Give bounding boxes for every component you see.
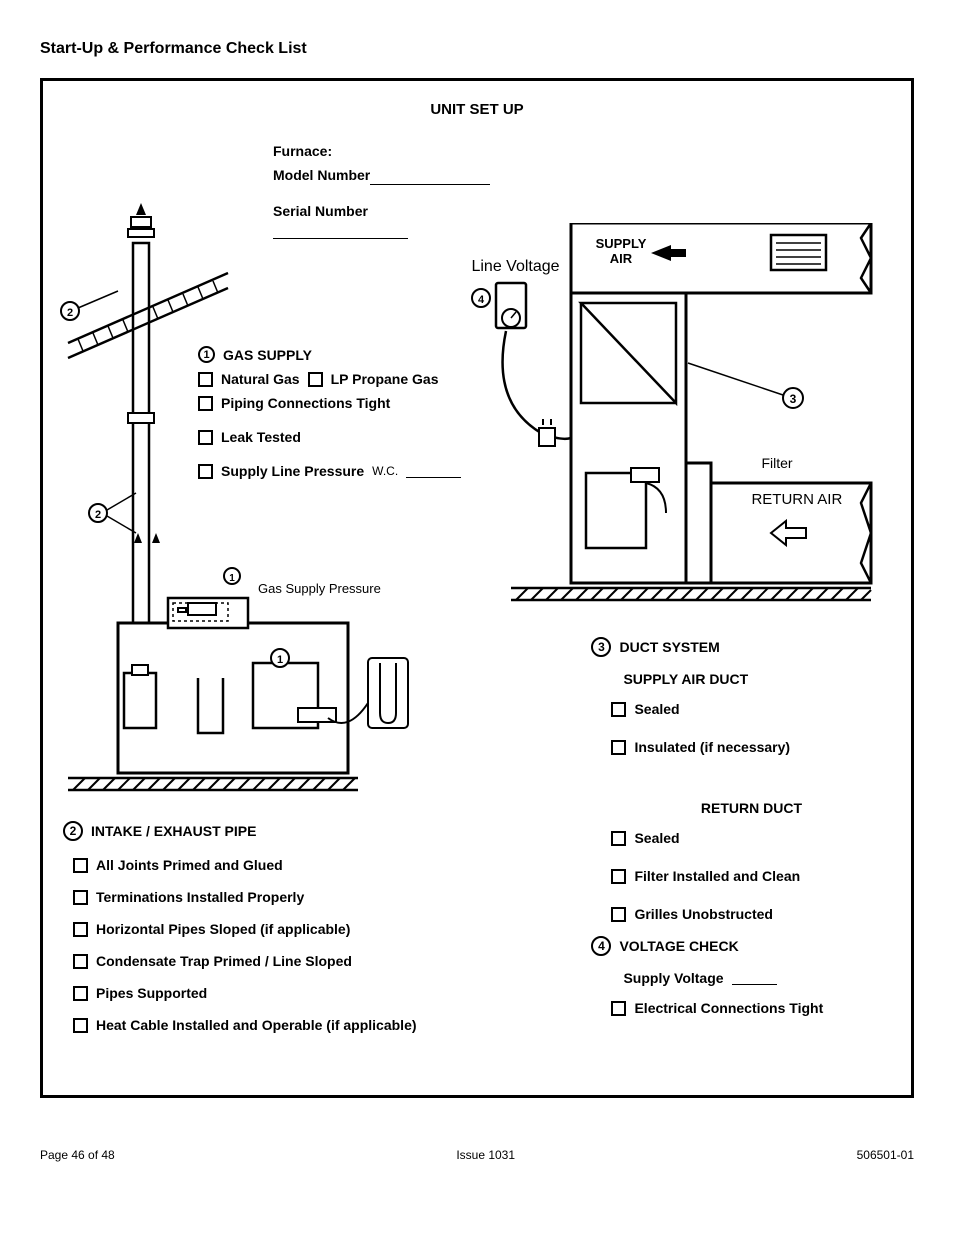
right-column: Line Voltage SUPPLY AIR <box>501 143 891 245</box>
leak-checkbox[interactable] <box>198 430 213 445</box>
supp-label: Pipes Supported <box>96 985 207 1001</box>
model-number-field[interactable] <box>370 171 490 185</box>
section2-title: INTAKE / EXHAUST PIPE <box>91 823 256 839</box>
footer-right: 506501-01 <box>857 1148 914 1162</box>
elec-label: Electrical Connections Tight <box>634 1000 823 1016</box>
horiz-label: Horizontal Pipes Sloped (if applicable) <box>96 921 350 937</box>
supply-duct-label: SUPPLY AIR DUCT <box>623 671 911 687</box>
return-sealed-checkbox[interactable] <box>611 831 626 846</box>
duct-diagram: SUPPLY AIR <box>471 223 901 643</box>
cond-checkbox[interactable] <box>73 954 88 969</box>
return-filter-label: Filter Installed and Clean <box>634 868 800 884</box>
left-column: Furnace: Model Number Serial Number <box>63 143 491 245</box>
supply-sealed-label: Sealed <box>634 701 679 717</box>
piping-checkbox[interactable] <box>198 396 213 411</box>
svg-text:3: 3 <box>790 392 797 406</box>
supply-voltage-field[interactable] <box>732 971 777 985</box>
svg-text:2: 2 <box>95 509 101 521</box>
elec-checkbox[interactable] <box>611 1001 626 1016</box>
horiz-checkbox[interactable] <box>73 922 88 937</box>
footer-left: Page 46 of 48 <box>40 1148 115 1162</box>
lpgas-checkbox[interactable] <box>308 372 323 387</box>
section1-title: GAS SUPPLY <box>223 347 312 363</box>
natgas-checkbox[interactable] <box>198 372 213 387</box>
cond-label: Condensate Trap Primed / Line Sloped <box>96 953 352 969</box>
supp-checkbox[interactable] <box>73 986 88 1001</box>
page-footer: Page 46 of 48 Issue 1031 506501-01 <box>40 1148 914 1162</box>
supply-pressure-checkbox[interactable] <box>198 464 213 479</box>
section4-num: 4 <box>591 936 611 956</box>
joints-label: All Joints Primed and Glued <box>96 857 283 873</box>
svg-text:AIR: AIR <box>610 251 633 266</box>
supply-pressure-field[interactable] <box>406 464 461 478</box>
section4-title: VOLTAGE CHECK <box>619 938 738 954</box>
svg-text:1: 1 <box>229 573 235 584</box>
section3-num: 3 <box>591 637 611 657</box>
section1-num: 1 <box>198 346 215 363</box>
heat-checkbox[interactable] <box>73 1018 88 1033</box>
supply-sealed-checkbox[interactable] <box>611 702 626 717</box>
svg-text:1: 1 <box>277 654 283 666</box>
natgas-label: Natural Gas <box>221 371 300 387</box>
leak-label: Leak Tested <box>221 429 301 445</box>
term-label: Terminations Installed Properly <box>96 889 304 905</box>
return-air-text: RETURN AIR <box>751 491 842 508</box>
page-title: Start-Up & Performance Check List <box>40 40 914 58</box>
piping-label: Piping Connections Tight <box>221 395 390 411</box>
filter-text: Filter <box>761 455 792 471</box>
furnace-diagram: 2 2 1 <box>58 203 458 853</box>
return-duct-label: RETURN DUCT <box>591 800 911 816</box>
supply-insul-checkbox[interactable] <box>611 740 626 755</box>
return-sealed-label: Sealed <box>634 830 679 846</box>
svg-text:2: 2 <box>67 307 73 319</box>
svg-text:SUPPLY: SUPPLY <box>596 236 647 251</box>
section3-title: DUCT SYSTEM <box>619 639 719 655</box>
supply-insul-label: Insulated (if necessary) <box>634 739 790 755</box>
lpgas-label: LP Propane Gas <box>331 371 439 387</box>
heat-label: Heat Cable Installed and Operable (if ap… <box>96 1017 417 1033</box>
model-number-label: Model Number <box>273 167 370 183</box>
supply-pressure-label: Supply Line Pressure <box>221 463 364 479</box>
checklist-box: UNIT SET UP Furnace: Model Number Serial… <box>40 78 914 1098</box>
term-checkbox[interactable] <box>73 890 88 905</box>
gas-supply-pressure-text: Gas Supply Pressure <box>258 581 381 596</box>
supply-voltage-label: Supply Voltage <box>623 970 723 986</box>
wc-label: W.C. <box>372 464 398 478</box>
footer-center: Issue 1031 <box>456 1148 515 1162</box>
return-grilles-checkbox[interactable] <box>611 907 626 922</box>
box-title: UNIT SET UP <box>63 101 891 118</box>
section2-num: 2 <box>63 821 83 841</box>
return-grilles-label: Grilles Unobstructed <box>634 906 772 922</box>
joints-checkbox[interactable] <box>73 858 88 873</box>
svg-text:4: 4 <box>478 294 485 306</box>
return-filter-checkbox[interactable] <box>611 869 626 884</box>
furnace-label: Furnace: <box>273 143 332 159</box>
